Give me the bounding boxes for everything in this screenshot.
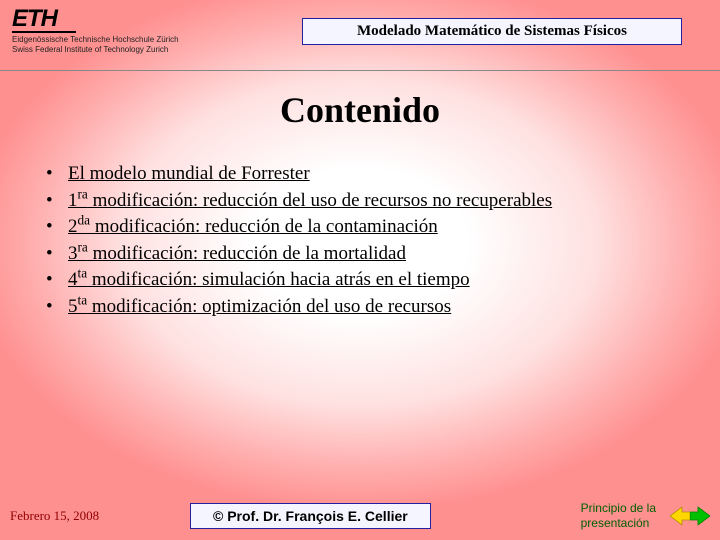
toc-link[interactable]: 3ra modificación: reducción de la mortal… xyxy=(68,241,406,268)
toc-link[interactable]: El modelo mundial de Forrester xyxy=(68,161,310,188)
toc-link[interactable]: 2da modificación: reducción de la contam… xyxy=(68,214,438,241)
first-slide-link[interactable]: Principio de la presentación xyxy=(581,501,656,530)
logo-block: ETH Eidgenössische Technische Hochschule… xyxy=(12,8,222,55)
eth-logo: ETH xyxy=(12,8,76,33)
principio-line-1: Principio de la xyxy=(581,501,656,515)
principio-line-2: presentación xyxy=(581,516,656,530)
nav-arrows xyxy=(670,505,710,527)
course-title-box: Modelado Matemático de Sistemas Físicos xyxy=(302,18,682,45)
list-item: • 4ta modificación: simulación hacia atr… xyxy=(46,267,704,294)
toc-link[interactable]: 4ta modificación: simulación hacia atrás… xyxy=(68,267,470,294)
page-title: Contenido xyxy=(0,89,720,131)
eth-sub-line-2: Swiss Federal Institute of Technology Zu… xyxy=(12,45,222,55)
eth-sub-line-1: Eidgenössische Technische Hochschule Zür… xyxy=(12,35,222,45)
list-item: • 2da modificación: reducción de la cont… xyxy=(46,214,704,241)
bullet-icon: • xyxy=(46,161,68,188)
list-item: • 3ra modificación: reducción de la mort… xyxy=(46,241,704,268)
list-item: • 5ta modificación: optimización del uso… xyxy=(46,294,704,321)
list-item: • 1ra modificación: reducción del uso de… xyxy=(46,188,704,215)
next-arrow-icon[interactable] xyxy=(690,505,710,527)
bullet-icon: • xyxy=(46,188,68,215)
toc-link[interactable]: 5ta modificación: optimización del uso d… xyxy=(68,294,451,321)
bullet-icon: • xyxy=(46,294,68,321)
bullet-icon: • xyxy=(46,214,68,241)
bullet-icon: • xyxy=(46,241,68,268)
prev-arrow-icon[interactable] xyxy=(670,505,690,527)
footer-right: Principio de la presentación xyxy=(581,501,710,530)
list-item: • El modelo mundial de Forrester xyxy=(46,161,704,188)
bullet-icon: • xyxy=(46,267,68,294)
author-box: © Prof. Dr. François E. Cellier xyxy=(190,503,431,529)
header-divider xyxy=(0,70,720,71)
footer: Febrero 15, 2008 © Prof. Dr. François E.… xyxy=(0,495,720,540)
toc-list: • El modelo mundial de Forrester • 1ra m… xyxy=(0,161,720,321)
date-text: Febrero 15, 2008 xyxy=(10,508,190,524)
toc-link[interactable]: 1ra modificación: reducción del uso de r… xyxy=(68,188,552,215)
header: ETH Eidgenössische Technische Hochschule… xyxy=(0,0,720,68)
